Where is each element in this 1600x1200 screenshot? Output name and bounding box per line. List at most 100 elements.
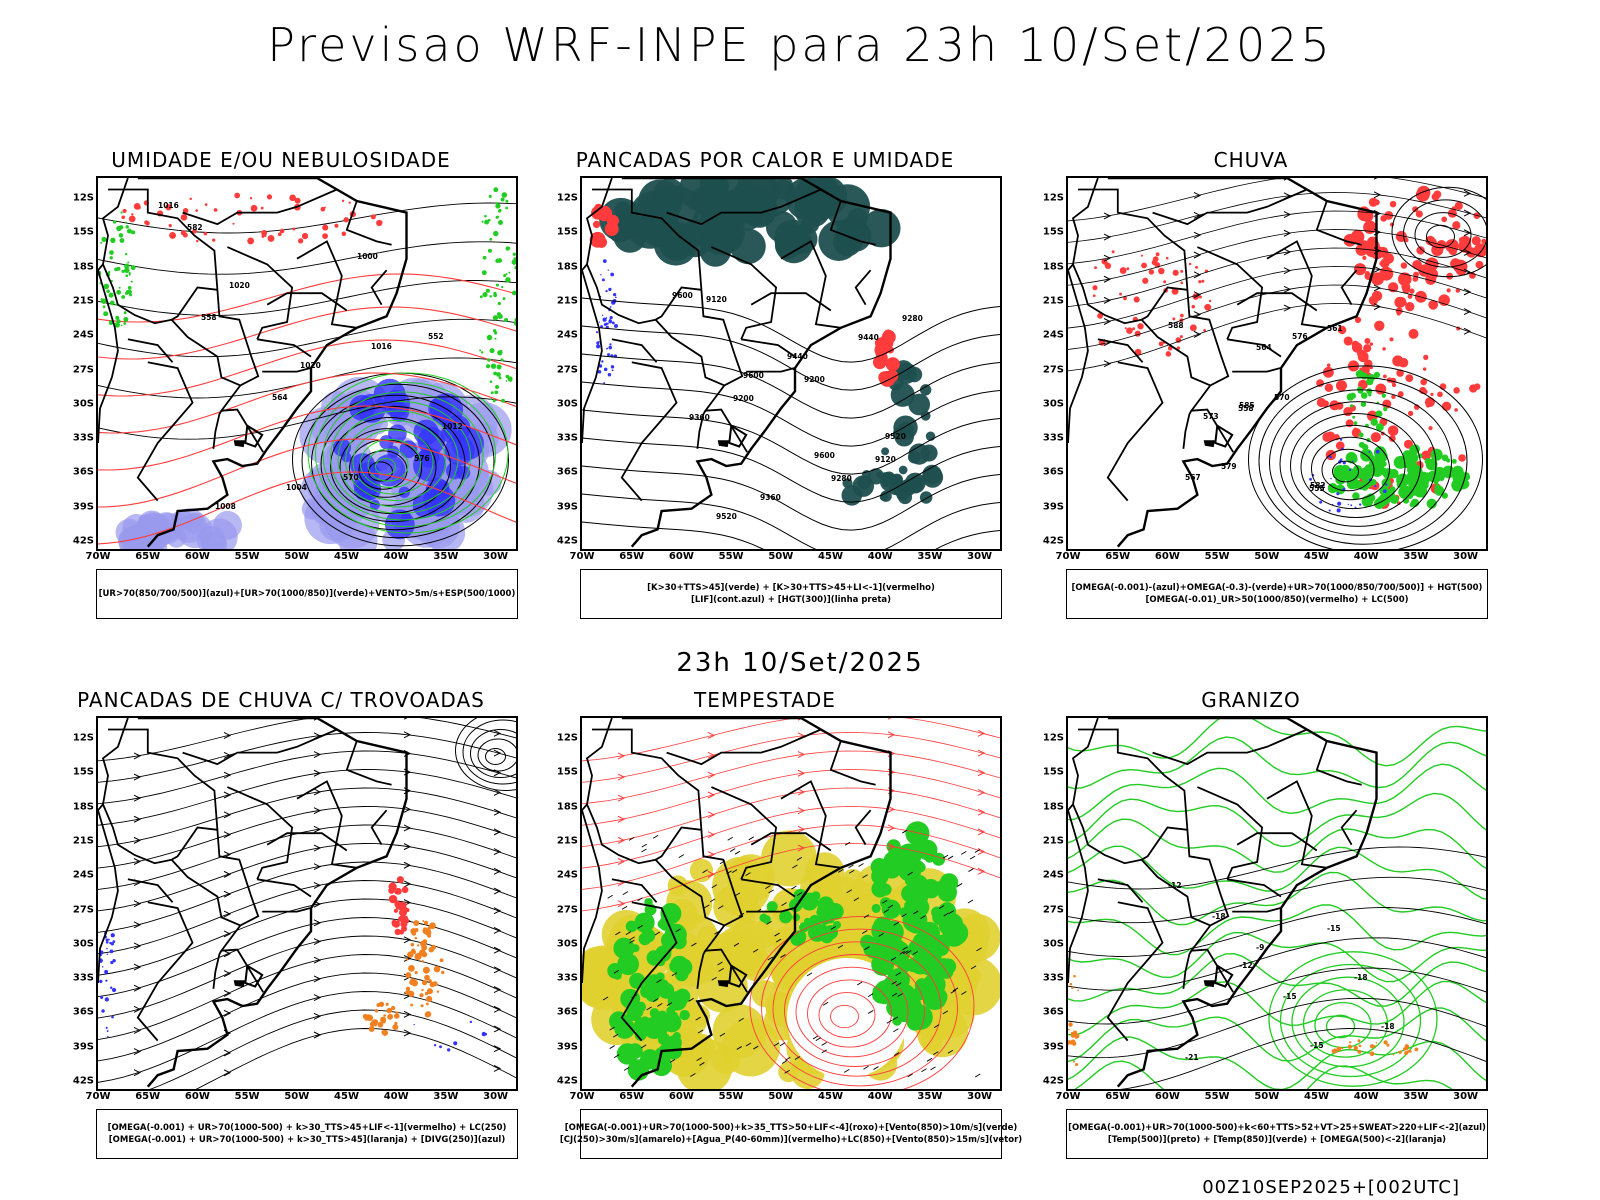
geopotential-contour <box>1279 401 1437 527</box>
rain-area <box>1180 313 1184 318</box>
wind-850-area <box>762 915 771 924</box>
wind-850-area <box>899 863 913 876</box>
heavy-rain-area <box>1366 377 1374 386</box>
streamline-arrow <box>313 994 322 1002</box>
rain-area <box>1369 342 1374 346</box>
wind-vector <box>690 1073 696 1077</box>
humidity-lower-area <box>484 214 487 218</box>
border-line <box>1266 780 1327 869</box>
isobar-label: 1008 <box>215 502 236 511</box>
temp-500-contour <box>1068 997 1486 1059</box>
strong-instability-area <box>606 214 619 227</box>
latitude-tick: 39S <box>556 501 578 513</box>
rain-area <box>1132 327 1136 331</box>
streamline <box>98 898 516 976</box>
legend-line: [OMEGA(-0.01)_UR>50(1000/850)(vermelho) … <box>1145 595 1409 605</box>
wind-850-area <box>658 979 669 991</box>
wind-vector <box>942 1010 949 1015</box>
border-line <box>1071 178 1142 325</box>
border-line <box>262 367 311 373</box>
wind-850-area <box>930 994 941 1005</box>
border-line <box>1227 878 1282 898</box>
wind-850-area <box>629 976 640 987</box>
wind-vector <box>968 868 974 872</box>
lifted-index-contour <box>605 289 608 293</box>
border-line <box>746 907 795 913</box>
streamline-arrow <box>493 789 502 796</box>
latitude-tick: 15S <box>72 766 94 778</box>
streamline-arrow <box>403 880 412 888</box>
humidity-lower-area <box>481 270 487 276</box>
streamline-arrow <box>707 870 716 878</box>
instability-area <box>880 490 892 502</box>
shower-area <box>385 1002 389 1006</box>
heavy-rain-area <box>1419 490 1426 498</box>
isobar-label: 576 <box>414 454 430 463</box>
humidity-lower-area <box>125 274 129 278</box>
omega-500-area <box>1073 974 1076 978</box>
border-line <box>696 950 707 989</box>
rain-area <box>1409 288 1415 294</box>
rain-area <box>1204 303 1212 311</box>
streamline-arrow <box>223 1069 232 1077</box>
streamline-arrow <box>223 791 232 799</box>
thunderstorm-area <box>388 887 395 894</box>
latitude-tick: 27S <box>556 364 578 375</box>
lake <box>1203 440 1215 448</box>
longitude-tick: 50W <box>768 551 794 562</box>
strong-instability-area <box>595 236 608 248</box>
panel-title: TEMPESTADE <box>694 688 836 712</box>
thickness-contour <box>169 231 177 239</box>
streamline-arrow <box>133 984 142 992</box>
thickness-contour <box>234 192 241 199</box>
border-line <box>1152 188 1308 226</box>
shower-area <box>383 1014 386 1017</box>
latitude-tick: 30S <box>72 938 94 950</box>
wind-vector <box>766 920 772 925</box>
shower-area <box>427 926 432 930</box>
longitude-tick: 65W <box>619 551 645 562</box>
border-line <box>711 246 778 340</box>
streamline-arrow <box>797 807 806 815</box>
height-label: 9120 <box>875 455 896 464</box>
wind-850-area <box>634 1028 647 1041</box>
lifted-index-contour <box>607 353 611 357</box>
wind-vector <box>613 1054 620 1059</box>
rain-area <box>1422 367 1427 371</box>
rain-area <box>1137 323 1144 330</box>
omega-500-area <box>1375 1042 1378 1044</box>
lifted-index-contour <box>610 365 615 369</box>
thickness-contour <box>195 209 199 212</box>
geopotential-contour <box>582 297 1000 363</box>
humidity-upper-core <box>413 419 439 445</box>
rain-area <box>1152 256 1159 263</box>
latitude-tick: 36S <box>1042 1006 1064 1018</box>
thickness-contour <box>247 237 255 245</box>
streamline <box>98 935 516 1019</box>
wind-contour <box>337 410 459 508</box>
streamline-arrow <box>1103 360 1112 368</box>
streamline-arrow <box>403 824 412 832</box>
wind-vector <box>943 912 949 917</box>
omega-500-area <box>1369 1051 1375 1057</box>
border-line <box>257 878 312 898</box>
wind-850-area <box>883 861 901 879</box>
temp-850-contour <box>1068 952 1486 1007</box>
wind-850-area <box>914 860 924 871</box>
omega-500-area <box>1414 1047 1419 1052</box>
border-line <box>780 780 841 869</box>
wind-vector <box>695 1016 701 1021</box>
legend-line: [OMEGA(-0.001)+UR>70(1000-500)+k>35_TTS>… <box>564 1123 1018 1133</box>
border-line <box>345 740 392 786</box>
streamline-arrow <box>133 773 142 781</box>
streamline <box>1068 192 1486 243</box>
rain-area <box>1428 299 1439 310</box>
streamline <box>98 732 516 783</box>
height-label: 585 <box>1239 401 1255 410</box>
wind-vector <box>897 993 903 997</box>
streamline-arrow <box>313 788 322 796</box>
divergence-area <box>447 1048 451 1052</box>
wind-vector <box>738 1017 744 1022</box>
shower-area <box>411 930 417 936</box>
temp-850-contour <box>1068 904 1486 956</box>
